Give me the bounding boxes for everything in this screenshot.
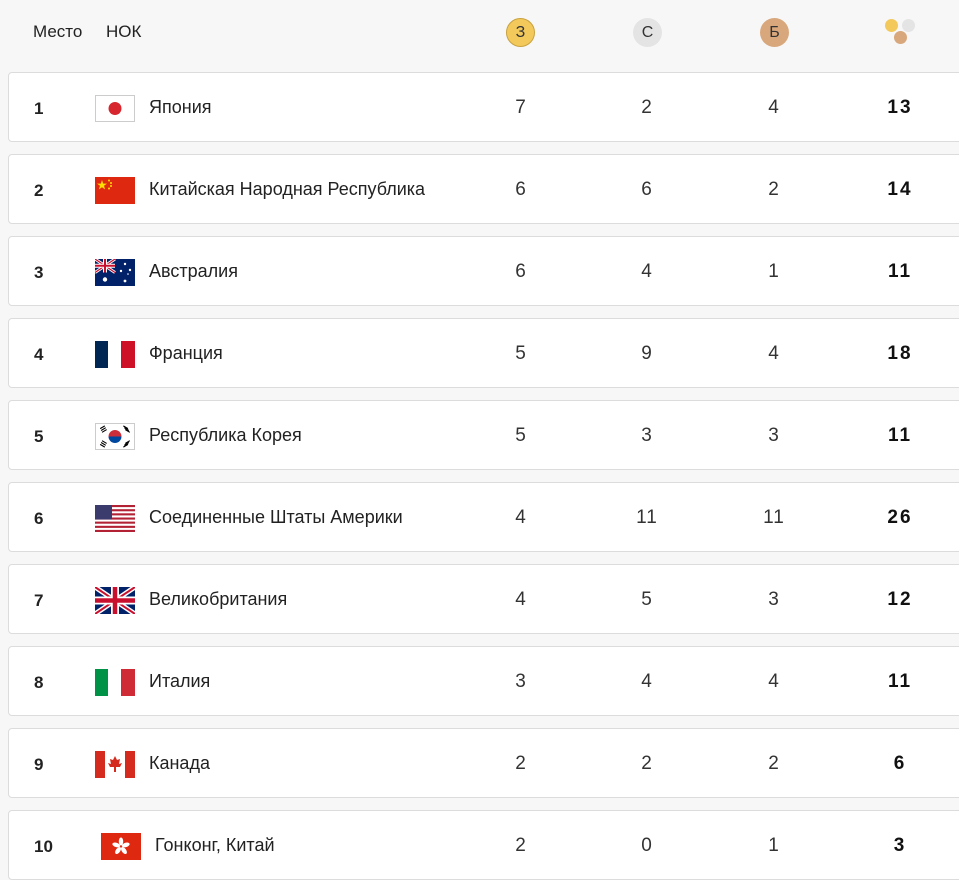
- country-name[interactable]: Республика Корея: [149, 425, 302, 445]
- hong-kong-flag-icon: [101, 833, 141, 860]
- silver-count: 4: [641, 671, 653, 692]
- country-name[interactable]: Япония: [149, 97, 212, 117]
- country-name[interactable]: Великобритания: [149, 589, 288, 609]
- place-column-header[interactable]: Место: [33, 22, 83, 41]
- rank: 8: [34, 673, 44, 692]
- gold-count: 3: [515, 671, 527, 692]
- country-name[interactable]: Гонконг, Китай: [155, 835, 275, 855]
- silver-count: 9: [641, 343, 653, 364]
- silver-count: 6: [641, 179, 653, 200]
- table-row[interactable]: 1 Япония 7 2 4 13: [8, 72, 959, 142]
- australia-flag-icon: [95, 259, 135, 286]
- rank: 6: [34, 509, 44, 528]
- bronze-count: 1: [768, 261, 780, 282]
- japan-flag-icon: [95, 95, 135, 122]
- silver-count: 11: [636, 507, 658, 528]
- table-row[interactable]: 3 Австралия 6 4 1 11: [8, 236, 959, 306]
- bronze-count: 3: [768, 589, 780, 610]
- silver-column-header[interactable]: С: [633, 18, 662, 47]
- bronze-count: 4: [768, 343, 780, 364]
- rank: 3: [34, 263, 44, 282]
- rank: 4: [34, 345, 44, 364]
- country-name[interactable]: Канада: [149, 753, 210, 773]
- total-count: 26: [887, 507, 913, 528]
- silver-count: 2: [641, 97, 653, 118]
- rank: 7: [34, 591, 44, 610]
- bronze-count: 4: [768, 97, 780, 118]
- total-count: 12: [887, 589, 913, 610]
- gold-count: 6: [515, 261, 527, 282]
- total-count: 14: [887, 179, 913, 200]
- bronze-count: 1: [768, 835, 780, 856]
- table-row[interactable]: 2 Китайская Народная Республика 6 6 2 14: [8, 154, 959, 224]
- rank: 5: [34, 427, 44, 446]
- silver-count: 4: [641, 261, 653, 282]
- country-name[interactable]: Соединенные Штаты Америки: [149, 507, 403, 527]
- table-row[interactable]: 4 Франция 5 9 4 18: [8, 318, 959, 388]
- gold-count: 4: [515, 589, 527, 610]
- total-count: 11: [887, 425, 913, 446]
- gold-count: 5: [515, 343, 527, 364]
- gold-count: 6: [515, 179, 527, 200]
- bronze-count: 4: [768, 671, 780, 692]
- total-count: 18: [887, 343, 913, 364]
- gold-count: 2: [515, 835, 527, 856]
- medals-total-icon[interactable]: [884, 18, 918, 48]
- gold-count: 4: [515, 507, 527, 528]
- rank: 9: [34, 755, 44, 774]
- uk-flag-icon: [95, 587, 135, 614]
- noc-column-header[interactable]: НОК: [106, 22, 142, 41]
- country-name[interactable]: Италия: [149, 671, 211, 691]
- silver-count: 5: [641, 589, 653, 610]
- gold-column-header[interactable]: З: [506, 18, 535, 47]
- gold-count: 7: [515, 97, 527, 118]
- total-count: 3: [893, 835, 907, 856]
- korea-flag-icon: [95, 423, 135, 450]
- silver-count: 2: [641, 753, 653, 774]
- canada-flag-icon: [95, 751, 135, 778]
- table-header: Место НОК З С Б: [0, 0, 959, 64]
- gold-count: 5: [515, 425, 527, 446]
- table-row[interactable]: 6 Соединенные Штаты Америки 4 11 11 26: [8, 482, 959, 552]
- gold-count: 2: [515, 753, 527, 774]
- bronze-count: 2: [768, 179, 780, 200]
- rank: 2: [34, 181, 44, 200]
- france-flag-icon: [95, 341, 135, 368]
- table-row[interactable]: 9 Канада 2 2 2 6: [8, 728, 959, 798]
- total-count: 6: [893, 753, 907, 774]
- country-name[interactable]: Австралия: [149, 261, 238, 281]
- country-name[interactable]: Франция: [149, 343, 223, 363]
- rank: 1: [34, 99, 44, 118]
- total-count: 11: [887, 671, 913, 692]
- rank: 10: [34, 837, 53, 856]
- bronze-count: 11: [763, 507, 785, 528]
- total-count: 11: [887, 261, 913, 282]
- table-row[interactable]: 10 Гонконг, Китай 2 0 1 3: [8, 810, 959, 880]
- silver-count: 0: [641, 835, 653, 856]
- usa-flag-icon: [95, 505, 135, 532]
- table-row[interactable]: 7 Великобритания 4 5 3 12: [8, 564, 959, 634]
- bronze-count: 2: [768, 753, 780, 774]
- total-count: 13: [887, 97, 913, 118]
- china-flag-icon: [95, 177, 135, 204]
- country-name[interactable]: Китайская Народная Республика: [149, 179, 426, 199]
- silver-count: 3: [641, 425, 653, 446]
- italy-flag-icon: [95, 669, 135, 696]
- table-row[interactable]: 8 Италия 3 4 4 11: [8, 646, 959, 716]
- bronze-count: 3: [768, 425, 780, 446]
- table-row[interactable]: 5 Республика Корея 5 3 3 11: [8, 400, 959, 470]
- bronze-column-header[interactable]: Б: [760, 18, 789, 47]
